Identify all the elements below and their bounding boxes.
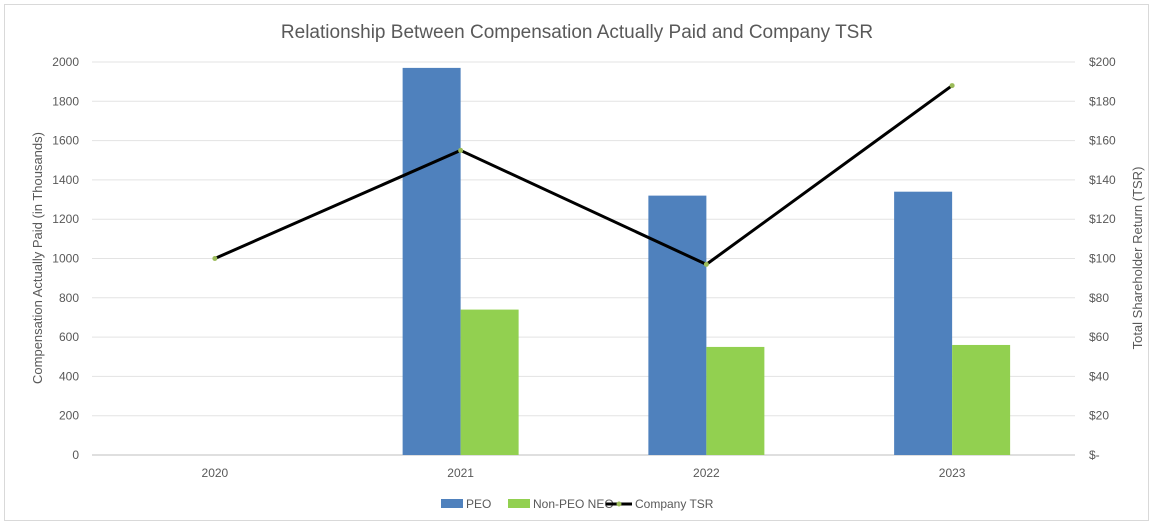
right-axis-title: Total Shareholder Return (TSR) xyxy=(1130,167,1145,350)
company-tsr-point xyxy=(458,147,464,153)
left-tick-label: 2000 xyxy=(52,55,79,69)
right-tick-label: $80 xyxy=(1089,291,1109,305)
company-tsr-point xyxy=(703,261,709,267)
peo-bar xyxy=(894,191,953,455)
right-tick-label: $20 xyxy=(1089,409,1109,423)
bars xyxy=(402,67,1011,456)
legend: PEO Non-PEO NEO Company TSR xyxy=(441,497,714,511)
x-tick-label: 2023 xyxy=(939,466,966,480)
right-axis-ticks: $- $20 $40 $60 $80 $100 $120 $140 $160 $180 $200 xyxy=(1089,55,1116,462)
left-tick-label: 200 xyxy=(59,409,79,423)
x-tick-label: 2022 xyxy=(693,466,720,480)
left-tick-label: 400 xyxy=(59,369,79,383)
left-tick-label: 1200 xyxy=(52,212,79,226)
chart-title: Relationship Between Compensation Actual… xyxy=(281,22,873,43)
left-tick-label: 1400 xyxy=(52,173,79,187)
right-tick-label: $60 xyxy=(1089,330,1109,344)
company-tsr-line xyxy=(214,84,954,266)
right-tick-label: $- xyxy=(1089,448,1100,462)
company-tsr-point xyxy=(212,256,218,261)
peo-bar xyxy=(648,195,707,455)
legend-swatch xyxy=(441,499,463,508)
right-tick-label: $200 xyxy=(1089,55,1116,69)
right-tick-label: $120 xyxy=(1089,212,1116,226)
non-peo-neo-bar xyxy=(952,344,1011,455)
left-tick-label: 1000 xyxy=(52,252,79,266)
left-tick-label: 0 xyxy=(72,448,79,462)
non-peo-neo-bar xyxy=(460,309,519,455)
x-tick-label: 2020 xyxy=(202,466,229,480)
left-tick-label: 1800 xyxy=(52,94,79,108)
legend-marker xyxy=(616,501,622,507)
peo-bar xyxy=(402,67,461,456)
left-tick-label: 600 xyxy=(59,330,79,344)
left-tick-label: 800 xyxy=(59,291,79,305)
legend-label: Non-PEO NEO xyxy=(533,497,614,511)
left-tick-label: 1600 xyxy=(52,134,79,148)
left-axis-ticks: 0 200 400 600 800 1000 1200 1400 1600 1800 2000 xyxy=(52,55,79,462)
legend-label: PEO xyxy=(466,497,491,511)
right-tick-label: $180 xyxy=(1089,94,1116,108)
tsr-line-group xyxy=(212,83,955,267)
company-tsr-point xyxy=(949,83,955,89)
right-tick-label: $160 xyxy=(1089,134,1116,148)
non-peo-neo-bar xyxy=(706,346,765,455)
legend-swatch xyxy=(508,499,530,508)
left-axis-title: Compensation Actually Paid (in Thousands… xyxy=(30,132,45,384)
right-tick-label: $100 xyxy=(1089,252,1116,266)
legend-label: Company TSR xyxy=(635,497,714,511)
x-axis-ticks: 2020 2021 2022 2023 xyxy=(202,466,966,480)
x-tick-label: 2021 xyxy=(447,466,474,480)
right-tick-label: $140 xyxy=(1089,173,1116,187)
right-tick-label: $40 xyxy=(1089,369,1109,383)
